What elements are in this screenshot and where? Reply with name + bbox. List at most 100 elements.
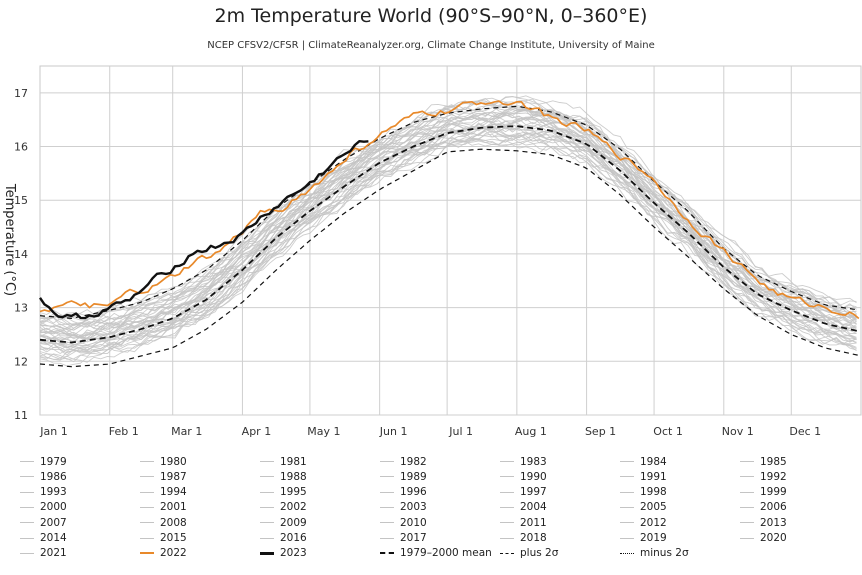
legend-item[interactable]: 2019 (620, 531, 667, 546)
legend-item[interactable]: 2008 (140, 515, 187, 530)
legend-label: 2000 (40, 501, 67, 514)
legend-item[interactable]: 2009 (260, 515, 307, 530)
legend-item[interactable]: 2023 (260, 546, 307, 561)
legend-swatch (380, 506, 394, 508)
legend-item[interactable]: 1987 (140, 469, 187, 484)
legend-swatch (620, 506, 634, 508)
legend-item[interactable]: 2000 (20, 500, 67, 515)
series-line-gray-year (39, 107, 857, 336)
legend-label: 1991 (640, 470, 667, 483)
legend-swatch (140, 476, 154, 478)
legend[interactable]: 1979 1980 1981 1982 1983 1984 1985 1986 1987 1988… (20, 454, 862, 574)
legend-label: 1997 (520, 486, 547, 499)
legend-item[interactable]: 1998 (620, 485, 667, 500)
series-line-1979-2000-mean (39, 125, 859, 344)
legend-swatch (260, 491, 274, 493)
legend-item[interactable]: 2020 (740, 531, 787, 546)
x-tick-label: Jun 1 (379, 425, 408, 438)
legend-item[interactable]: 1984 (620, 454, 667, 469)
series-line-gray-year (39, 106, 857, 329)
legend-label: 1994 (160, 486, 187, 499)
legend-item[interactable]: 1993 (20, 485, 67, 500)
chart-title: 2m Temperature World (90°S–90°N, 0–360°E… (214, 5, 648, 27)
legend-item[interactable]: 1979 (20, 454, 67, 469)
legend-item[interactable]: 2002 (260, 500, 307, 515)
legend-swatch (140, 537, 154, 539)
legend-item[interactable]: 2016 (260, 531, 307, 546)
legend-label: 1993 (40, 486, 67, 499)
legend-swatch (740, 476, 754, 478)
legend-item[interactable]: 2014 (20, 531, 67, 546)
legend-label: 2021 (40, 547, 67, 560)
x-tick-label: Jul 1 (448, 425, 473, 438)
legend-item[interactable]: 2007 (20, 515, 67, 530)
series-line-minus-2- (39, 148, 859, 368)
legend-label: 2016 (280, 532, 307, 544)
legend-item[interactable]: 2010 (380, 515, 427, 530)
legend-item[interactable]: 1996 (380, 485, 427, 500)
legend-item[interactable]: 2012 (620, 515, 667, 530)
legend-label: 2001 (160, 501, 187, 514)
legend-item[interactable]: 1980 (140, 454, 187, 469)
legend-item[interactable]: 1979–2000 mean (380, 546, 492, 561)
legend-item[interactable]: minus 2σ (620, 546, 689, 561)
legend-item[interactable]: 2015 (140, 531, 187, 546)
legend-item[interactable]: 1995 (260, 485, 307, 500)
legend-item[interactable]: 1985 (740, 454, 787, 469)
legend-swatch (20, 522, 34, 524)
series-line-gray-year (39, 140, 857, 359)
legend-label: 2006 (760, 501, 787, 514)
legend-swatch (260, 476, 274, 478)
chart-subtitle: NCEP CFSV2/CFSR | ClimateReanalyzer.org,… (207, 40, 655, 51)
legend-item[interactable]: 1989 (380, 469, 427, 484)
legend-item[interactable]: 1990 (500, 469, 547, 484)
legend-swatch (500, 552, 514, 554)
series-line-gray-year (39, 125, 857, 352)
legend-label: 2023 (280, 547, 307, 560)
legend-swatch (260, 506, 274, 508)
series-line-gray-year (39, 133, 857, 354)
legend-swatch (140, 522, 154, 524)
series-line-gray-year (39, 96, 857, 321)
legend-label: 2019 (640, 532, 667, 544)
legend-swatch (20, 537, 34, 539)
legend-item[interactable]: 1983 (500, 454, 547, 469)
legend-item[interactable]: 1991 (620, 469, 667, 484)
legend-item[interactable]: 1992 (740, 469, 787, 484)
x-tick-label: Oct 1 (653, 425, 683, 438)
legend-item[interactable]: 2022 (140, 546, 187, 561)
legend-item[interactable]: plus 2σ (500, 546, 558, 561)
legend-label: 1996 (400, 486, 427, 499)
legend-label: 2004 (520, 501, 547, 514)
series-line-2023 (39, 139, 369, 320)
series-lines (39, 100, 860, 368)
legend-item[interactable]: 2017 (380, 531, 427, 546)
legend-item[interactable]: 2004 (500, 500, 547, 515)
legend-label: 2002 (280, 501, 307, 514)
legend-item[interactable]: 1994 (140, 485, 187, 500)
legend-item[interactable]: 2013 (740, 515, 787, 530)
legend-label: 2003 (400, 501, 427, 514)
x-tick-label: Dec 1 (789, 425, 821, 438)
legend-item[interactable]: 2021 (20, 546, 67, 561)
legend-item[interactable]: 1999 (740, 485, 787, 500)
legend-label: 2012 (640, 516, 667, 529)
legend-item[interactable]: 2001 (140, 500, 187, 515)
legend-item[interactable]: 1988 (260, 469, 307, 484)
legend-item[interactable]: 1997 (500, 485, 547, 500)
legend-swatch (380, 537, 394, 539)
legend-swatch (140, 491, 154, 493)
legend-item[interactable]: 2018 (500, 531, 547, 546)
legend-label: 1984 (640, 455, 667, 468)
legend-swatch (260, 551, 274, 555)
legend-item[interactable]: 2003 (380, 500, 427, 515)
y-tick-label: 12 (14, 355, 28, 368)
legend-label: 2020 (760, 532, 787, 544)
legend-item[interactable]: 2006 (740, 500, 787, 515)
legend-item[interactable]: 1982 (380, 454, 427, 469)
legend-item[interactable]: 1981 (260, 454, 307, 469)
legend-item[interactable]: 2011 (500, 515, 547, 530)
legend-item[interactable]: 2005 (620, 500, 667, 515)
series-line-gray-year (39, 105, 857, 329)
legend-item[interactable]: 1986 (20, 469, 67, 484)
